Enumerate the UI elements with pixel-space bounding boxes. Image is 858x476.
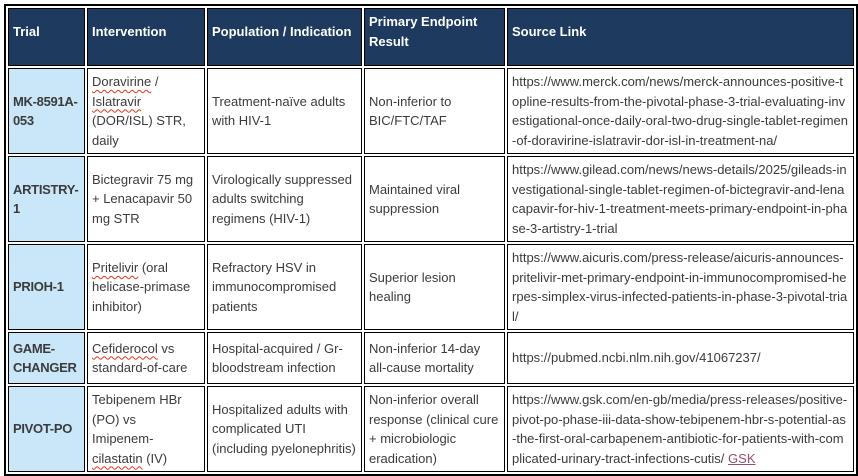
misspelled-word: Cefiderocol (92, 340, 158, 356)
source-link-cell: https://pubmed.ncbi.nlm.nih.gov/41067237… (507, 332, 854, 384)
endpoint-cell: Non-inferior overall response (clinical … (364, 386, 505, 472)
intervention-text: vs standard-of-care (92, 340, 188, 376)
column-header-trial: Trial (8, 8, 85, 66)
population-cell: Treatment-naïve adults with HIV-1 (207, 68, 362, 154)
intervention-cell: Cefiderocol vs standard-of-care (87, 332, 205, 384)
intervention-text: (oral helicase-primase inhibitor) (92, 259, 191, 314)
gsk-hyperlink[interactable]: GSK (728, 450, 756, 466)
intervention-text: (IV) (142, 450, 168, 466)
endpoint-cell: Non-inferior to BIC/FTC/TAF (364, 68, 505, 154)
source-url-text: https://www.gsk.com/en-gb/media/press-re… (512, 392, 848, 466)
intervention-cell: Tebipenem HBr (PO) vs Imipenem-cilastati… (87, 386, 205, 472)
intervention-text: Bictegravir 75 mg + Lenacapavir 50 mg ST… (92, 171, 194, 226)
endpoint-cell: Superior lesion healing (364, 244, 505, 330)
source-url-text: https://www.aicuris.com/press-release/ai… (512, 250, 848, 324)
endpoint-cell: Non-inferior 14-day all-cause mortality (364, 332, 505, 384)
source-url-text: https://www.merck.com/news/merck-announc… (512, 74, 848, 148)
misspelled-word: Pritelivir (92, 259, 139, 275)
source-link-cell: https://www.aicuris.com/press-release/ai… (507, 244, 854, 330)
endpoint-cell: Maintained viral suppression (364, 156, 505, 242)
intervention-cell: Doravirine / Islatravir (DOR/ISL) STR, d… (87, 68, 205, 154)
intervention-cell: Bictegravir 75 mg + Lenacapavir 50 mg ST… (87, 156, 205, 242)
column-header-population: Population / Indication (207, 8, 362, 66)
population-cell: Hospital-acquired / Gr- bloodstream infe… (207, 332, 362, 384)
column-header-intervention: Intervention (87, 8, 205, 66)
table-header-row: Trial Intervention Population / Indicati… (8, 8, 854, 66)
table-row: PRIOH-1 Pritelivir (oral helicase-primas… (8, 244, 854, 330)
source-url-text: https://pubmed.ncbi.nlm.nih.gov/41067237… (512, 350, 761, 366)
misspelled-word: Doravirine (92, 74, 152, 89)
source-link-cell: https://www.gsk.com/en-gb/media/press-re… (507, 386, 854, 472)
population-cell: Hospitalized adults with complicated UTI… (207, 386, 362, 472)
table-row: ARTISTRY-1 Bictegravir 75 mg + Lenacapav… (8, 156, 854, 242)
intervention-text: / (151, 74, 159, 89)
clinical-trials-table: Trial Intervention Population / Indicati… (4, 4, 858, 476)
intervention-text: (DOR/ISL) STR, daily (92, 113, 186, 148)
trial-cell: ARTISTRY-1 (8, 156, 85, 242)
document-page: Trial Intervention Population / Indicati… (4, 4, 858, 476)
misspelled-word: cilastatin (92, 450, 143, 466)
table-row: MK-8591A-053 Doravirine / Islatravir (DO… (8, 68, 854, 154)
column-header-source: Source Link (507, 8, 854, 66)
intervention-cell: Pritelivir (oral helicase-primase inhibi… (87, 244, 205, 330)
population-cell: Virologically suppressed adults switchin… (207, 156, 362, 242)
column-header-endpoint: Primary Endpoint Result (364, 8, 505, 66)
source-link-cell: https://www.merck.com/news/merck-announc… (507, 68, 854, 154)
source-link-cell: https://www.gilead.com/news/news-details… (507, 156, 854, 242)
table-row: PIVOT-PO Tebipenem HBr (PO) vs Imipenem-… (8, 386, 854, 472)
misspelled-word: Islatravir (92, 93, 142, 109)
source-url-text: https://www.gilead.com/news/news-details… (512, 162, 848, 236)
trial-cell: PRIOH-1 (8, 244, 85, 330)
table-row: GAME-CHANGER Cefiderocol vs standard-of-… (8, 332, 854, 384)
trial-cell: GAME-CHANGER (8, 332, 85, 384)
trial-cell: PIVOT-PO (8, 386, 85, 472)
trial-cell: MK-8591A-053 (8, 68, 85, 154)
population-cell: Refractory HSV in immunocompromised pati… (207, 244, 362, 330)
